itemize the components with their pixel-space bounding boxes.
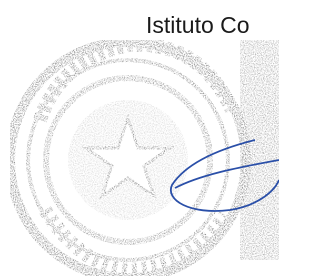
seal	[10, 40, 279, 276]
stamp-scan: Istituto Co	[0, 0, 279, 276]
scanned-page: Istituto Co	[0, 0, 279, 276]
stamp-header: Istituto Co	[146, 12, 250, 38]
